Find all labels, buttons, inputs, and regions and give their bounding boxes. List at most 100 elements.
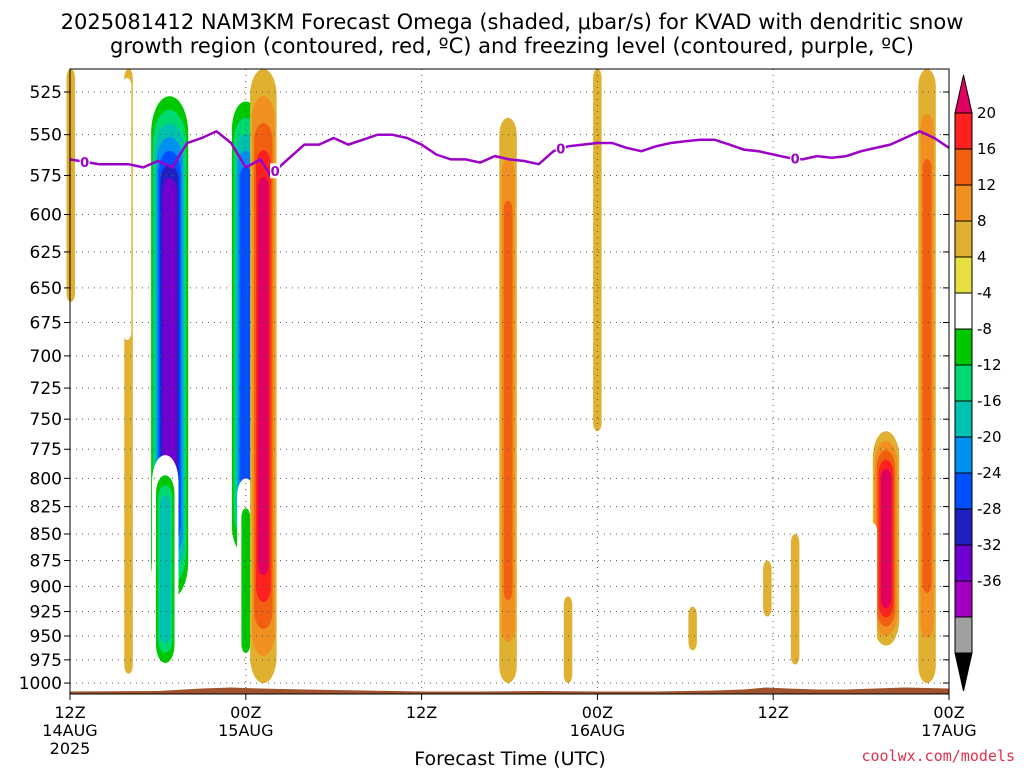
plot-frame (69, 68, 950, 695)
colorbar-label: -8 (977, 320, 992, 338)
omega-feature (66, 69, 75, 302)
y-tick-label: 800 (30, 469, 62, 489)
y-tick-label: 850 (30, 525, 62, 545)
omega-feature (499, 117, 517, 684)
x-tick-label: 00Z (933, 703, 964, 722)
freezing-label-bg (555, 140, 566, 156)
colorbar-label: 8 (977, 212, 987, 230)
colorbar-segment (954, 256, 973, 294)
omega-feature (152, 455, 179, 683)
omega-feature (122, 77, 132, 341)
colorbar-label: -4 (977, 284, 992, 302)
terrain-strip (70, 687, 949, 694)
colorbar-segment (954, 400, 973, 438)
colorbar-segment (954, 436, 973, 474)
freezing-label-bg (270, 163, 281, 179)
x-tick-date: 17AUG (921, 721, 976, 740)
omega-band (593, 69, 602, 432)
x-tick-label: 00Z (230, 703, 261, 722)
colorbar-label: -20 (977, 428, 1002, 446)
colorbar-segment (954, 472, 973, 510)
y-tick-label: 550 (30, 126, 62, 146)
colorbar-top-arrow (954, 74, 973, 114)
omega-feature (250, 69, 277, 684)
omega-feature (688, 606, 697, 651)
colorbar-label: -28 (977, 500, 1002, 518)
pressure-axis: 525 550 575 600 625 650 675 700 725 750 775 800 825 8… (19, 83, 949, 694)
x-tick-date: 14AUG (42, 721, 97, 740)
colorbar-segment (954, 292, 973, 330)
y-tick-label: 1000 (19, 674, 62, 694)
freezing-level-label: 0 (80, 156, 89, 171)
freezing-label-bg (79, 153, 90, 169)
omega-band (675, 621, 684, 632)
y-tick-label: 975 (30, 651, 62, 671)
y-tick-label: 825 (30, 498, 62, 518)
omega-band (880, 469, 892, 608)
colorbar-segment (954, 148, 973, 186)
y-tick-label: 650 (30, 279, 62, 299)
omega-band (688, 606, 697, 651)
omega-band (563, 596, 573, 683)
x-tick-label: 12Z (406, 703, 437, 722)
omega-band (922, 159, 932, 593)
omega-band (258, 177, 269, 575)
colorbar-label: -12 (977, 356, 1002, 374)
x-tick-date: 15AUG (218, 721, 273, 740)
omega-band (162, 178, 177, 518)
y-tick-label: 750 (30, 410, 62, 430)
y-tick-label: 700 (30, 347, 62, 367)
colorbar-label: -16 (977, 392, 1002, 410)
omega-band (790, 534, 800, 665)
omega-band (889, 69, 898, 200)
colorbar-segment (954, 364, 973, 402)
omega-band (503, 200, 513, 601)
omega-feature (593, 69, 602, 432)
freezing-label-bg (790, 150, 801, 166)
y-tick-label: 875 (30, 552, 62, 572)
omega-feature (872, 431, 900, 646)
freezing-level-label: 0 (791, 153, 800, 168)
omega-band (805, 523, 815, 674)
omega-feature (563, 596, 573, 683)
omega-band (122, 77, 132, 341)
omega-colorbar: 20 16 12 8 4 -4 -8 -12 -16 -20 -24 -28 -32 -36 (954, 74, 1002, 692)
colorbar-label: -32 (977, 536, 1002, 554)
y-tick-label: 775 (30, 440, 62, 460)
colorbar-segment (954, 112, 973, 150)
omega-band (66, 69, 75, 302)
colorbar-segment (954, 328, 973, 366)
chart-title-line-1: 2025081412 NAM3KM Forecast Omega (shaded… (61, 10, 964, 34)
colorbar-segment (954, 616, 973, 654)
x-tick-label: 00Z (582, 703, 613, 722)
omega-feature (868, 523, 878, 665)
colorbar-bottom-arrow (954, 652, 973, 692)
plot-grid (69, 69, 950, 694)
colorbar-segment (954, 220, 973, 258)
y-tick-label: 925 (30, 603, 62, 623)
freezing-level-line (69, 129, 950, 178)
omega-feature (763, 560, 772, 617)
colorbar-segment (954, 508, 973, 546)
colorbar-segment (954, 580, 973, 618)
chart-title-line-2: growth region (contoured, red, ºC) and f… (110, 34, 914, 58)
freezing-level-label: 0 (271, 165, 280, 180)
terrain-shape (70, 687, 949, 694)
freezing-level-contour: 0 0 0 0 (69, 129, 950, 180)
x-tick-label: 12Z (758, 703, 789, 722)
x-tick-date: 16AUG (570, 721, 625, 740)
colorbar-segment (954, 544, 973, 582)
colorbar-segment (954, 184, 973, 222)
y-tick-label: 950 (30, 627, 62, 647)
colorbar-label: 20 (977, 104, 996, 122)
y-tick-label: 725 (30, 379, 62, 399)
omega-feature (805, 523, 815, 674)
omega-feature (790, 534, 800, 665)
y-tick-label: 900 (30, 577, 62, 597)
x-tick-label: 12Z (54, 703, 85, 722)
omega-feature (902, 586, 916, 674)
colorbar-label: 16 (977, 140, 996, 158)
omega-feature (918, 69, 936, 684)
